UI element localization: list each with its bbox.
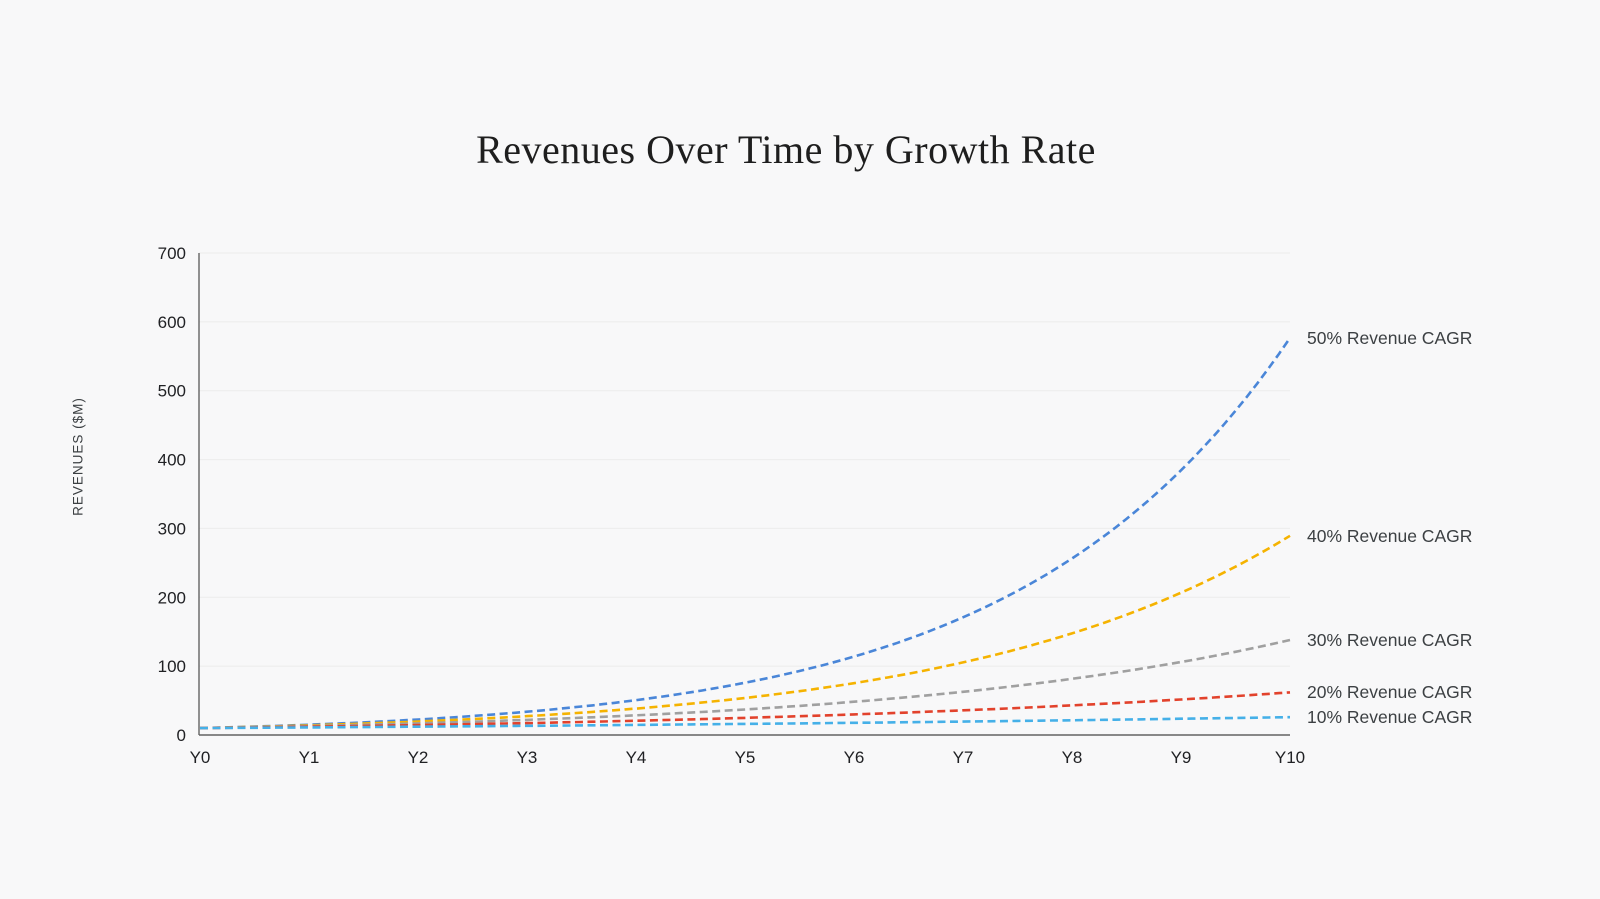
x-tick-label: Y4 — [626, 748, 647, 767]
y-tick-label: 700 — [158, 244, 186, 263]
x-tick-label: Y3 — [517, 748, 538, 767]
series-line-50pct — [199, 337, 1292, 730]
series-line-30pct — [199, 638, 1291, 730]
series-line-40pct — [199, 534, 1291, 730]
series-end-label-50pct: 50% Revenue CAGR — [1307, 328, 1473, 348]
series-line-10pct — [199, 715, 1291, 730]
x-tick-label: Y1 — [299, 748, 320, 767]
series-end-label-30pct: 30% Revenue CAGR — [1307, 630, 1473, 650]
x-tick-label: Y5 — [735, 748, 756, 767]
series-end-label-40pct: 40% Revenue CAGR — [1307, 526, 1473, 546]
y-tick-label: 100 — [158, 657, 186, 676]
series-end-label-10pct: 10% Revenue CAGR — [1307, 707, 1473, 727]
y-tick-label: 0 — [177, 726, 186, 745]
series-end-label-20pct: 20% Revenue CAGR — [1307, 682, 1473, 702]
x-tick-label: Y2 — [408, 748, 429, 767]
y-tick-label: 500 — [158, 382, 186, 401]
y-tick-label: 300 — [158, 519, 186, 538]
x-tick-label: Y0 — [190, 748, 211, 767]
x-tick-label: Y8 — [1062, 748, 1083, 767]
x-tick-label: Y6 — [844, 748, 865, 767]
x-tick-label: Y7 — [953, 748, 974, 767]
chart-title: Revenues Over Time by Growth Rate — [476, 127, 1096, 172]
y-tick-label: 600 — [158, 313, 186, 332]
x-tick-label: Y9 — [1171, 748, 1192, 767]
y-tick-label: 400 — [158, 451, 186, 470]
y-tick-label: 200 — [158, 588, 186, 607]
x-tick-label: Y10 — [1275, 748, 1305, 767]
